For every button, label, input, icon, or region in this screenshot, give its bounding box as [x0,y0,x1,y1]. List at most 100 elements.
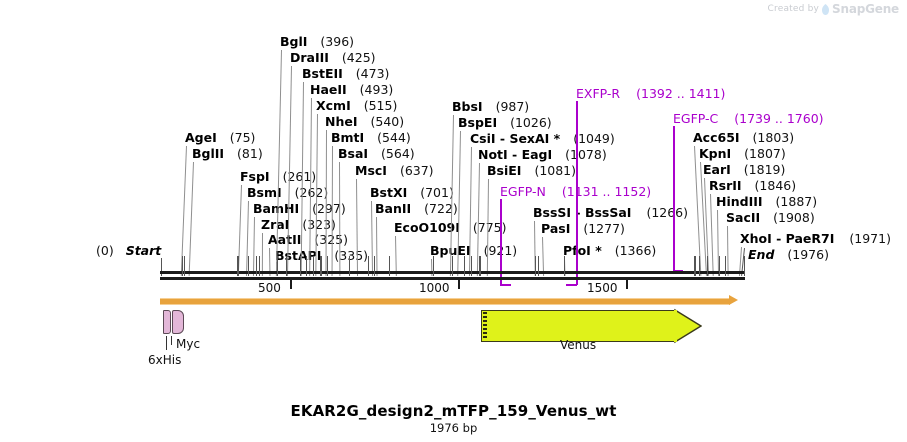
ruler-label-500: 500 [258,281,281,295]
label-enzyme-msci[interactable]: MscI (637) [355,163,434,178]
cut-site-tick [319,256,321,276]
cut-site-tick [182,256,184,276]
cut-site-tick [247,256,249,276]
label-enzyme-bbsi[interactable]: BbsI (987) [452,99,530,114]
cut-site-tick [312,256,314,276]
label-enzyme-pasi[interactable]: PasI (1277) [541,221,625,236]
label-enzyme-bgli[interactable]: BglI (396) [280,34,355,49]
cut-site-tick [743,256,745,276]
leader-sacii [727,225,729,276]
label-enzyme-xhoi-paer7i[interactable]: XhoI - PaeR7I (1971) [740,231,891,246]
cut-site-tick [718,256,720,276]
watermark-prefix: Created by [767,4,820,14]
label-enzyme-xcmi[interactable]: XcmI (515) [316,98,398,113]
feature-venus-body[interactable] [481,310,676,342]
label-enzyme-zrai[interactable]: ZraI (323) [261,217,336,232]
cut-site-tick [564,256,566,276]
primer-bracket-egfp-n-stem [500,199,502,285]
leader-banii [376,216,378,276]
feature-myc-leader [171,336,172,345]
label-enzyme-eari[interactable]: EarI (1819) [703,162,786,177]
feature-venus-left-stripe [483,312,487,340]
label-enzyme-bsssi-bsssai[interactable]: BssSI - BssSaI (1266) [533,205,689,220]
label-enzyme-bstxi[interactable]: BstXI (701) [370,185,454,200]
label-enzyme-acc65i[interactable]: Acc65I (1803) [693,130,795,145]
label-enzyme-csii-sexai[interactable]: CsiI - SexAI * (1049) [470,131,615,146]
label-enzyme-banii[interactable]: BanII (722) [375,201,458,216]
feature-myc-box[interactable] [172,310,184,334]
ruler-tick-1000 [458,280,460,289]
cut-site-tick [259,256,261,276]
cut-site-tick [706,256,708,276]
cut-site-tick [277,256,279,276]
cut-site-tick [255,256,257,276]
label-enzyme-bsteii[interactable]: BstEII (473) [302,66,390,81]
label-enzyme-kpni[interactable]: KpnI (1807) [699,146,786,161]
label-enzyme-bspei[interactable]: BspEI (1026) [458,115,552,130]
label-start: (0) Start [96,243,162,258]
page-subtitle-length: 1976 bp [429,421,478,435]
cut-site-tick [480,256,481,276]
label-enzyme-rsrii[interactable]: RsrII (1846) [709,178,797,193]
label-enzyme-bglii[interactable]: BglII (81) [192,146,263,161]
cut-site-tick [327,256,328,276]
cut-site-tick [348,256,350,276]
leader-bglii [188,162,194,276]
label-enzyme-noti-eagi[interactable]: NotI - EagI (1078) [478,147,607,162]
orf-arrow-shaft [160,298,730,305]
ruler-tick-500 [290,280,292,289]
feature-label-venus: Venus [560,338,597,352]
leader-ecoo109i [395,235,397,276]
label-enzyme-draiii[interactable]: DraIII (425) [290,50,376,65]
snapgene-logo-icon [822,3,830,15]
feature-6xhis-box[interactable] [163,310,171,334]
label-enzyme-sacii[interactable]: SacII (1908) [726,210,815,225]
cut-site-tick [698,256,700,276]
leader-bstxi [371,200,374,276]
cut-site-tick [470,256,472,276]
label-enzyme-agei[interactable]: AgeI (75) [185,130,256,145]
cut-site-tick [256,256,258,276]
cut-site-tick [300,256,301,276]
label-primer-egfp-c[interactable]: EGFP-C (1739 .. 1760) [673,111,824,126]
label-enzyme-bmti[interactable]: BmtI (544) [331,130,411,145]
cut-site-tick [389,256,391,276]
label-enzyme-fspi[interactable]: FspI (261) [240,169,317,184]
leader-msci [356,178,359,276]
label-primer-egfp-n[interactable]: EGFP-N (1131 .. 1152) [500,184,652,199]
cut-site-tick [367,256,369,276]
leader-rsrii [710,193,714,276]
cut-site-tick [306,256,307,276]
label-enzyme-ecoo109i[interactable]: EcoO109I (775) [394,220,507,235]
cut-site-tick [724,256,726,276]
label-enzyme-bsai[interactable]: BsaI (564) [338,146,415,161]
label-primer-exfp-r[interactable]: EXFP-R (1392 .. 1411) [576,86,726,101]
feature-6xhis-leader [166,336,167,350]
primer-bracket-exfp-r-foot [566,284,577,286]
cut-site-tick [285,256,287,276]
label-enzyme-pfoi[interactable]: PfoI * (1366) [563,243,657,258]
cut-site-tick [463,256,465,276]
label-end: End (1976) [748,247,829,262]
snapgene-watermark: Created by SnapGene [767,2,900,16]
label-enzyme-hindiii[interactable]: HindIII (1887) [716,194,818,209]
primer-bracket-exfp-r-stem [576,101,578,285]
cut-site-tick [693,256,695,276]
primer-bracket-egfp-c-stem [673,126,675,271]
ruler-label-1500: 1500 [587,281,618,295]
cut-site-tick [534,256,536,276]
leader-bsai [339,161,341,276]
label-enzyme-bsiei[interactable]: BsiEI (1081) [487,163,577,178]
feature-label-6xhis: 6xHis [148,353,182,367]
label-enzyme-nhei[interactable]: NheI (540) [325,114,405,129]
label-enzyme-bsmi[interactable]: BsmI (262) [247,185,329,200]
feature-venus-arrowhead [674,308,702,344]
page-title: EKAR2G_design2_mTFP_159_Venus_wt [290,402,617,420]
leader-start [161,258,162,276]
label-enzyme-haeii[interactable]: HaeII (493) [310,82,394,97]
cut-site-tick [373,256,375,276]
label-enzyme-aatii[interactable]: AatII (325) [268,232,348,247]
cut-site-tick [237,256,239,276]
label-enzyme-bpuei[interactable]: BpuEI (921) [430,244,517,257]
ruler-tick-1500 [626,280,628,289]
